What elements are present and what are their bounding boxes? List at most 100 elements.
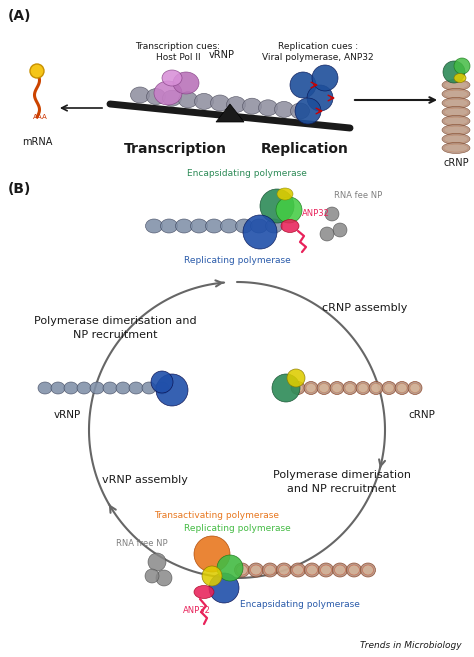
Ellipse shape bbox=[307, 565, 318, 575]
Text: (A): (A) bbox=[8, 9, 31, 23]
Ellipse shape bbox=[442, 116, 470, 127]
Ellipse shape bbox=[363, 565, 374, 575]
Ellipse shape bbox=[103, 382, 117, 394]
Ellipse shape bbox=[345, 384, 355, 392]
Circle shape bbox=[272, 374, 300, 402]
Text: mRNA: mRNA bbox=[22, 137, 52, 147]
Ellipse shape bbox=[348, 565, 359, 575]
Ellipse shape bbox=[274, 101, 293, 118]
Circle shape bbox=[443, 61, 465, 83]
Circle shape bbox=[148, 553, 166, 571]
Circle shape bbox=[312, 65, 338, 91]
Ellipse shape bbox=[444, 90, 468, 98]
Ellipse shape bbox=[276, 563, 292, 577]
Text: ANP32: ANP32 bbox=[302, 210, 330, 219]
Ellipse shape bbox=[442, 133, 470, 145]
Circle shape bbox=[209, 573, 239, 603]
Ellipse shape bbox=[206, 219, 222, 233]
Circle shape bbox=[156, 570, 172, 586]
Text: (B): (B) bbox=[8, 182, 31, 196]
Ellipse shape bbox=[395, 382, 409, 394]
Circle shape bbox=[320, 227, 334, 241]
Ellipse shape bbox=[291, 382, 305, 394]
Ellipse shape bbox=[248, 563, 264, 577]
Ellipse shape bbox=[51, 382, 65, 394]
Ellipse shape bbox=[320, 565, 331, 575]
Text: vRNP: vRNP bbox=[209, 50, 235, 60]
Circle shape bbox=[30, 64, 44, 78]
Circle shape bbox=[276, 197, 302, 223]
Ellipse shape bbox=[129, 382, 143, 394]
Circle shape bbox=[287, 369, 305, 387]
Ellipse shape bbox=[442, 143, 470, 154]
Ellipse shape bbox=[163, 90, 182, 106]
Text: Transcription: Transcription bbox=[124, 142, 227, 156]
Ellipse shape bbox=[410, 384, 420, 392]
Ellipse shape bbox=[306, 384, 316, 392]
Ellipse shape bbox=[90, 382, 104, 394]
Ellipse shape bbox=[442, 124, 470, 135]
Ellipse shape bbox=[227, 97, 246, 112]
Ellipse shape bbox=[64, 382, 78, 394]
Ellipse shape bbox=[77, 382, 91, 394]
Ellipse shape bbox=[293, 384, 303, 392]
Ellipse shape bbox=[330, 382, 344, 394]
Ellipse shape bbox=[265, 219, 283, 233]
Text: cRNP: cRNP bbox=[443, 158, 469, 168]
Ellipse shape bbox=[277, 188, 293, 200]
Ellipse shape bbox=[116, 382, 130, 394]
Ellipse shape bbox=[444, 99, 468, 107]
Ellipse shape bbox=[361, 563, 375, 577]
Ellipse shape bbox=[442, 89, 470, 99]
Ellipse shape bbox=[444, 144, 468, 152]
Text: cRNP: cRNP bbox=[409, 410, 436, 420]
Ellipse shape bbox=[162, 70, 182, 86]
Ellipse shape bbox=[454, 74, 466, 83]
Ellipse shape bbox=[304, 563, 319, 577]
Ellipse shape bbox=[408, 382, 422, 394]
Ellipse shape bbox=[442, 106, 470, 118]
Ellipse shape bbox=[444, 117, 468, 125]
Ellipse shape bbox=[343, 382, 357, 394]
Text: ANP32: ANP32 bbox=[183, 606, 211, 615]
Text: Polymerase dimerisation
and NP recruitment: Polymerase dimerisation and NP recruitme… bbox=[273, 470, 411, 493]
Ellipse shape bbox=[346, 563, 362, 577]
Text: vRNP assembly: vRNP assembly bbox=[102, 475, 188, 485]
Ellipse shape bbox=[235, 563, 249, 577]
Circle shape bbox=[295, 98, 321, 124]
Ellipse shape bbox=[291, 103, 310, 119]
Text: Polymerase dimerisation and
NP recruitment: Polymerase dimerisation and NP recruitme… bbox=[34, 317, 196, 340]
Text: RNA free NP: RNA free NP bbox=[116, 539, 168, 548]
Text: Replicating polymerase: Replicating polymerase bbox=[183, 256, 291, 265]
Text: vRNP: vRNP bbox=[54, 410, 81, 420]
Ellipse shape bbox=[38, 382, 52, 394]
Circle shape bbox=[325, 207, 339, 221]
Ellipse shape bbox=[154, 81, 182, 105]
Text: Transcription cues:
Host Pol II: Transcription cues: Host Pol II bbox=[136, 42, 220, 62]
Circle shape bbox=[454, 58, 470, 74]
Ellipse shape bbox=[279, 565, 290, 575]
Ellipse shape bbox=[384, 384, 394, 392]
Ellipse shape bbox=[335, 565, 346, 575]
Ellipse shape bbox=[356, 382, 370, 394]
Text: Transactivating polymerase: Transactivating polymerase bbox=[155, 511, 280, 520]
Ellipse shape bbox=[444, 81, 468, 89]
Text: Replicating polymerase: Replicating polymerase bbox=[183, 524, 291, 533]
Text: cRNP assembly: cRNP assembly bbox=[322, 303, 408, 313]
Text: Encapsidating polymerase: Encapsidating polymerase bbox=[240, 600, 360, 609]
Circle shape bbox=[307, 85, 333, 111]
Ellipse shape bbox=[155, 382, 169, 394]
Text: Encapsidating polymerase: Encapsidating polymerase bbox=[187, 169, 307, 178]
Circle shape bbox=[217, 555, 243, 581]
Circle shape bbox=[194, 536, 230, 572]
Ellipse shape bbox=[442, 79, 470, 91]
Ellipse shape bbox=[332, 563, 347, 577]
Ellipse shape bbox=[130, 87, 149, 103]
Ellipse shape bbox=[161, 219, 177, 233]
Ellipse shape bbox=[281, 219, 299, 233]
Text: Replication cues :
Viral polymerase, ANP32: Replication cues : Viral polymerase, ANP… bbox=[262, 42, 374, 62]
Ellipse shape bbox=[258, 100, 277, 116]
Text: Replication: Replication bbox=[261, 142, 349, 156]
Circle shape bbox=[202, 566, 222, 586]
Ellipse shape bbox=[292, 565, 303, 575]
